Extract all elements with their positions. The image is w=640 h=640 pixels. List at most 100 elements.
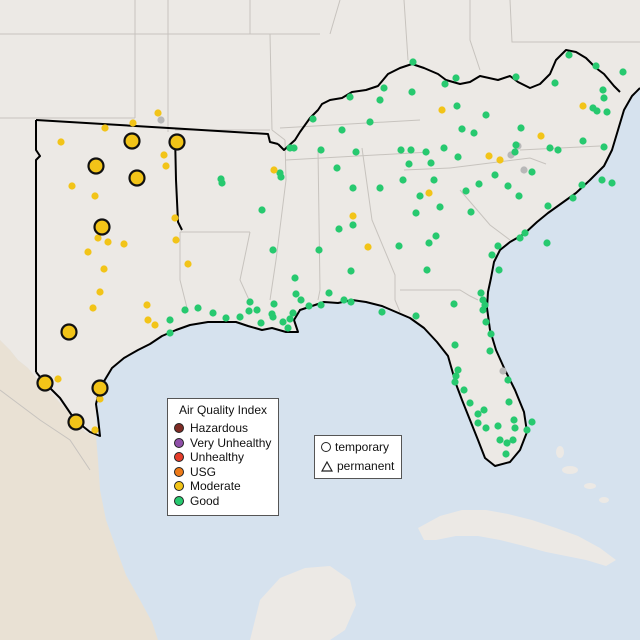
monitor-good[interactable] [440,144,448,152]
monitor-good[interactable] [554,146,562,154]
monitor-good[interactable] [452,372,460,380]
monitor-good[interactable] [521,229,529,237]
monitor-good[interactable] [544,202,552,210]
monitor-moderate[interactable] [96,395,104,403]
monitor-good[interactable] [269,313,277,321]
monitor-good[interactable] [451,341,459,349]
monitor-good[interactable] [405,160,413,168]
monitor-good[interactable] [608,179,616,187]
monitor-moderate[interactable] [438,106,446,114]
monitor-good[interactable] [517,124,525,132]
monitor-moderate-large[interactable] [123,132,141,150]
monitor-good[interactable] [340,296,348,304]
monitor-good[interactable] [217,175,225,183]
monitor-moderate[interactable] [184,260,192,268]
monitor-good[interactable] [523,426,531,434]
monitor-good[interactable] [603,108,611,116]
monitor-good[interactable] [546,144,554,152]
monitor-moderate[interactable] [104,238,112,246]
monitor-good[interactable] [486,347,494,355]
monitor-good[interactable] [477,289,485,297]
monitor-good[interactable] [470,129,478,137]
monitor-good[interactable] [458,125,466,133]
monitor-nodata[interactable] [520,166,528,174]
monitor-good[interactable] [467,208,475,216]
monitor-good[interactable] [194,304,202,312]
monitor-moderate[interactable] [349,212,357,220]
monitor-nodata[interactable] [499,367,507,375]
monitor-moderate[interactable] [160,151,168,159]
monitor-good[interactable] [511,148,519,156]
monitor-moderate-large[interactable] [128,169,146,187]
monitor-good[interactable] [253,306,261,314]
monitor-good[interactable] [378,308,386,316]
monitor-good[interactable] [286,315,294,323]
monitor-good[interactable] [598,176,606,184]
monitor-good[interactable] [487,330,495,338]
monitor-good[interactable] [569,194,577,202]
monitor-good[interactable] [511,424,519,432]
monitor-good[interactable] [258,206,266,214]
monitor-good[interactable] [512,141,520,149]
monitor-good[interactable] [427,159,435,167]
monitor-good[interactable] [222,314,230,322]
monitor-moderate[interactable] [89,304,97,312]
monitor-good[interactable] [496,436,504,444]
monitor-moderate[interactable] [54,375,62,383]
monitor-good[interactable] [245,307,253,315]
monitor-good[interactable] [277,173,285,181]
monitor-good[interactable] [409,58,417,66]
monitor-moderate[interactable] [485,152,493,160]
monitor-good[interactable] [480,406,488,414]
monitor-good[interactable] [592,62,600,70]
monitor-good[interactable] [432,232,440,240]
monitor-good[interactable] [236,313,244,321]
monitor-moderate[interactable] [94,234,102,242]
monitor-good[interactable] [491,171,499,179]
monitor-moderate[interactable] [425,189,433,197]
monitor-good[interactable] [257,319,265,327]
monitor-good[interactable] [495,266,503,274]
monitor-good[interactable] [309,115,317,123]
monitor-good[interactable] [412,312,420,320]
monitor-good[interactable] [516,234,524,242]
monitor-good[interactable] [481,301,489,309]
monitor-moderate[interactable] [151,321,159,329]
monitor-good[interactable] [475,180,483,188]
monitor-moderate[interactable] [171,214,179,222]
monitor-good[interactable] [346,93,354,101]
monitor-good[interactable] [333,164,341,172]
monitor-good[interactable] [450,300,458,308]
monitor-good[interactable] [482,424,490,432]
monitor-moderate-large[interactable] [60,323,78,341]
monitor-good[interactable] [269,246,277,254]
monitor-good[interactable] [482,111,490,119]
monitor-good[interactable] [289,309,297,317]
monitor-good[interactable] [515,192,523,200]
monitor-good[interactable] [578,181,586,189]
monitor-good[interactable] [512,73,520,81]
monitor-moderate[interactable] [84,248,92,256]
monitor-good[interactable] [488,251,496,259]
monitor-good[interactable] [510,416,518,424]
monitor-good[interactable] [436,203,444,211]
monitor-good[interactable] [407,146,415,154]
monitor-good[interactable] [430,176,438,184]
monitor-good[interactable] [454,153,462,161]
monitor-good[interactable] [166,316,174,324]
monitor-good[interactable] [315,246,323,254]
monitor-good[interactable] [453,102,461,110]
monitor-good[interactable] [494,422,502,430]
monitor-good[interactable] [474,419,482,427]
monitor-good[interactable] [209,309,217,317]
monitor-moderate-large[interactable] [91,379,109,397]
monitor-good[interactable] [454,366,462,374]
monitor-good[interactable] [509,436,517,444]
monitor-good[interactable] [422,148,430,156]
monitor-good[interactable] [543,239,551,247]
monitor-nodata[interactable] [157,116,165,124]
monitor-moderate[interactable] [496,156,504,164]
monitor-moderate-large[interactable] [168,133,186,151]
monitor-good[interactable] [291,274,299,282]
monitor-good[interactable] [166,329,174,337]
